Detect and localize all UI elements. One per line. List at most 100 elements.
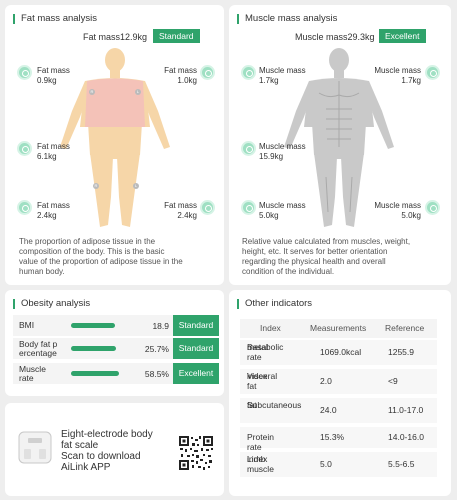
fat-segment-label: Fat mass bbox=[37, 201, 70, 210]
obesity-label-line: Body fat p bbox=[19, 339, 58, 349]
muscle-mass-card: Muscle mass analysis Muscle mass29.3kg E… bbox=[229, 5, 451, 285]
fat-segment-label: Fat mass bbox=[164, 66, 197, 75]
muscle-segment-value: 1.7kg bbox=[259, 76, 279, 85]
indicator-row: Limb muscle index 5.0 5.5-6.5 bbox=[240, 452, 437, 477]
fat-segment-label: Fat mass bbox=[37, 66, 70, 75]
fat-segment-icon bbox=[200, 65, 215, 80]
muscle-segment-label: Muscle mass bbox=[259, 201, 306, 210]
indicator-index-line: index bbox=[247, 454, 268, 464]
indicator-reference: 14.0-16.0 bbox=[388, 432, 424, 442]
indicator-measurement: 5.0 bbox=[320, 459, 332, 469]
obesity-level-bar bbox=[71, 346, 116, 351]
fat-segment-value: 0.9kg bbox=[37, 76, 57, 85]
fat-body-figure bbox=[60, 48, 170, 227]
indicator-row: Visceral fat index 2.0 <9 bbox=[240, 369, 437, 394]
obesity-row-body-fat: Body fat p ercentage 25.7% Standard bbox=[13, 338, 219, 359]
muscle-segment-trunk: Muscle mass 15.9kg bbox=[259, 142, 306, 162]
obesity-row-muscle-rate: Muscle rate 58.5% Excellent bbox=[13, 363, 219, 384]
obesity-analysis-card: Obesity analysis BMI 18.9 Standard Body … bbox=[5, 290, 224, 396]
muscle-segment-icon bbox=[425, 65, 440, 80]
fat-segment-icon bbox=[17, 65, 32, 80]
muscle-segment-label: Muscle mass bbox=[374, 66, 421, 75]
indicator-reference: 1255.9 bbox=[388, 347, 414, 357]
muscle-segment-icon bbox=[241, 200, 256, 215]
promo-line: AiLink APP bbox=[61, 462, 111, 473]
obesity-value: 58.5% bbox=[144, 369, 169, 379]
app-promo-card[interactable]: Eight-electrode body fat scale Scan to d… bbox=[5, 403, 224, 496]
fat-status-badge: Standard bbox=[153, 29, 200, 43]
indicator-index-line: Visceral fat bbox=[247, 371, 278, 391]
muscle-segment-value: 15.9kg bbox=[259, 152, 284, 161]
scale-icon bbox=[18, 431, 52, 464]
fat-segment-right-arm: Fat mass 0.9kg bbox=[37, 66, 70, 86]
obesity-label-line: BMI bbox=[19, 320, 35, 330]
indicator-index-line: fat bbox=[247, 400, 257, 410]
fat-segment-left-arm: Fat mass 1.0kg bbox=[155, 66, 197, 86]
muscle-description-line: Relative value calculated from muscles, … bbox=[242, 237, 411, 246]
indicator-index-line: index bbox=[247, 371, 268, 381]
fat-description-line: The proportion of adipose tissue in the bbox=[19, 237, 156, 246]
fat-segment-icon bbox=[17, 200, 32, 215]
obesity-level-bar bbox=[71, 323, 115, 328]
fat-segment-trunk: Fat mass 6.1kg bbox=[37, 142, 70, 162]
indicator-index-line: metabolic rate bbox=[247, 342, 284, 362]
fat-segment-value: 6.1kg bbox=[37, 152, 57, 161]
fat-marker-right-arm: R bbox=[89, 89, 95, 95]
header-index: Index bbox=[260, 323, 281, 333]
obesity-label: BMI bbox=[19, 321, 34, 330]
muscle-segment-value: 5.0kg bbox=[401, 211, 421, 220]
header-reference: Reference bbox=[385, 323, 425, 333]
indicator-index-line: Protein rate bbox=[247, 432, 274, 452]
muscle-segment-left-arm: Muscle mass 1.7kg bbox=[369, 66, 421, 86]
obesity-label: Body fat p ercentage bbox=[19, 340, 57, 358]
qr-code-icon[interactable] bbox=[178, 435, 214, 471]
indicator-row: Subcutaneous fat 24.0 11.0-17.0 bbox=[240, 398, 437, 423]
muscle-status-badge: Excellent bbox=[379, 29, 426, 43]
fat-segment-label: Fat mass bbox=[37, 142, 70, 151]
muscle-segment-left-leg: Muscle mass 5.0kg bbox=[369, 201, 421, 221]
indicator-reference: <9 bbox=[388, 376, 398, 386]
fat-segment-label: Fat mass bbox=[164, 201, 197, 210]
muscle-description-line: condition of the individual. bbox=[242, 267, 335, 276]
other-indicators-title: Other indicators bbox=[237, 299, 312, 309]
fat-description-line: value of the proportion of adipose tissu… bbox=[19, 257, 183, 266]
muscle-segment-label: Muscle mass bbox=[259, 142, 306, 151]
fat-segment-value: 2.4kg bbox=[177, 211, 197, 220]
obesity-title: Obesity analysis bbox=[13, 299, 90, 309]
muscle-description-line: regarding the physical health and overal… bbox=[242, 257, 386, 266]
indicator-index-line: Subcutaneous bbox=[247, 400, 302, 410]
muscle-segment-value: 1.7kg bbox=[401, 76, 421, 85]
promo-line: Scan to download bbox=[61, 451, 141, 462]
indicator-row: Protein rate 15.3% 14.0-16.0 bbox=[240, 427, 437, 451]
fat-marker-left-leg: L bbox=[133, 183, 139, 189]
fat-segment-icon bbox=[17, 141, 32, 156]
header-measurements: Measurements bbox=[310, 323, 367, 333]
fat-segment-left-leg: Fat mass 2.4kg bbox=[155, 201, 197, 221]
obesity-row-bmi: BMI 18.9 Standard bbox=[13, 315, 219, 336]
muscle-segment-icon bbox=[425, 200, 440, 215]
fat-mass-title: Fat mass analysis bbox=[13, 14, 97, 24]
fat-description: The proportion of adipose tissue in the … bbox=[19, 237, 219, 277]
muscle-description-line: height, etc. It serves for better orient… bbox=[242, 247, 388, 256]
indicator-measurement: 2.0 bbox=[320, 376, 332, 386]
obesity-label-line: ercentage bbox=[19, 348, 57, 358]
indicators-header-row: Index Measurements Reference bbox=[240, 319, 437, 338]
obesity-label: Muscle rate bbox=[19, 365, 46, 383]
muscle-mass-title: Muscle mass analysis bbox=[237, 14, 337, 24]
indicator-measurement: 24.0 bbox=[320, 405, 337, 415]
fat-segment-right-leg: Fat mass 2.4kg bbox=[37, 201, 70, 221]
fat-description-line: composition of the body. This is the bas… bbox=[19, 247, 165, 256]
obesity-status: Standard bbox=[173, 338, 219, 359]
indicator-reference: 11.0-17.0 bbox=[388, 405, 424, 415]
fat-mass-total: Fat mass12.9kg bbox=[83, 32, 148, 42]
muscle-segment-icon bbox=[241, 141, 256, 156]
promo-line: Eight-electrode body bbox=[61, 429, 153, 440]
promo-line: fat scale bbox=[61, 440, 99, 451]
obesity-status: Excellent bbox=[173, 363, 219, 384]
obesity-label-line: rate bbox=[19, 373, 34, 383]
muscle-segment-icon bbox=[241, 65, 256, 80]
muscle-segment-value: 5.0kg bbox=[259, 211, 279, 220]
muscle-description: Relative value calculated from muscles, … bbox=[242, 237, 448, 277]
fat-marker-right-leg: R bbox=[93, 183, 99, 189]
muscle-mass-total: Muscle mass29.3kg bbox=[295, 32, 375, 42]
